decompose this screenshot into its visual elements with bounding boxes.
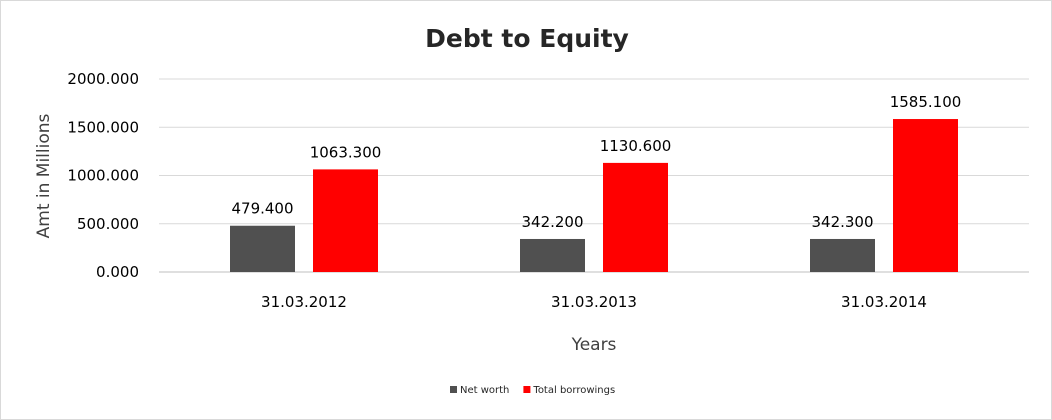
bar-net-worth [810, 239, 875, 272]
bar-net-worth [520, 239, 585, 272]
x-axis-ticks: 31.03.2012 31.03.2013 31.03.2014 [261, 293, 927, 311]
bar-total-borrowings [893, 119, 958, 272]
bars: 479.400 1063.300 342.200 1130.600 342.300 158… [230, 93, 961, 272]
y-tick-label: 1500.000 [67, 118, 139, 136]
x-tick-label: 31.03.2012 [261, 293, 347, 311]
bar-net-worth [230, 226, 295, 272]
y-axis-label: Amt in Millions [34, 113, 54, 238]
data-label: 342.300 [811, 213, 873, 231]
bar-total-borrowings [603, 163, 668, 272]
legend-item: Net worth [450, 385, 509, 396]
y-tick-label: 2000.000 [67, 70, 139, 88]
legend-item: Total borrowings [523, 385, 615, 396]
y-axis-ticks: 0.000 500.000 1000.000 1500.000 2000.000 [67, 70, 139, 281]
y-tick-label: 0.000 [96, 263, 139, 281]
legend: Net worth Total borrowings [450, 385, 615, 396]
legend-swatch [450, 386, 457, 393]
legend-label: Total borrowings [532, 385, 615, 396]
data-label: 1130.600 [600, 137, 672, 155]
data-label: 479.400 [231, 200, 293, 218]
chart-title: Debt to Equity [425, 24, 629, 53]
legend-label: Net worth [460, 385, 509, 396]
data-label: 1063.300 [310, 143, 382, 161]
bar-total-borrowings [313, 169, 378, 272]
y-tick-label: 500.000 [77, 215, 139, 233]
data-label: 342.200 [521, 213, 583, 231]
data-label: 1585.100 [890, 93, 962, 111]
x-tick-label: 31.03.2013 [551, 293, 637, 311]
legend-swatch [523, 386, 530, 393]
x-axis-label: Years [571, 335, 617, 355]
x-tick-label: 31.03.2014 [841, 293, 927, 311]
y-tick-label: 1000.000 [67, 167, 139, 185]
